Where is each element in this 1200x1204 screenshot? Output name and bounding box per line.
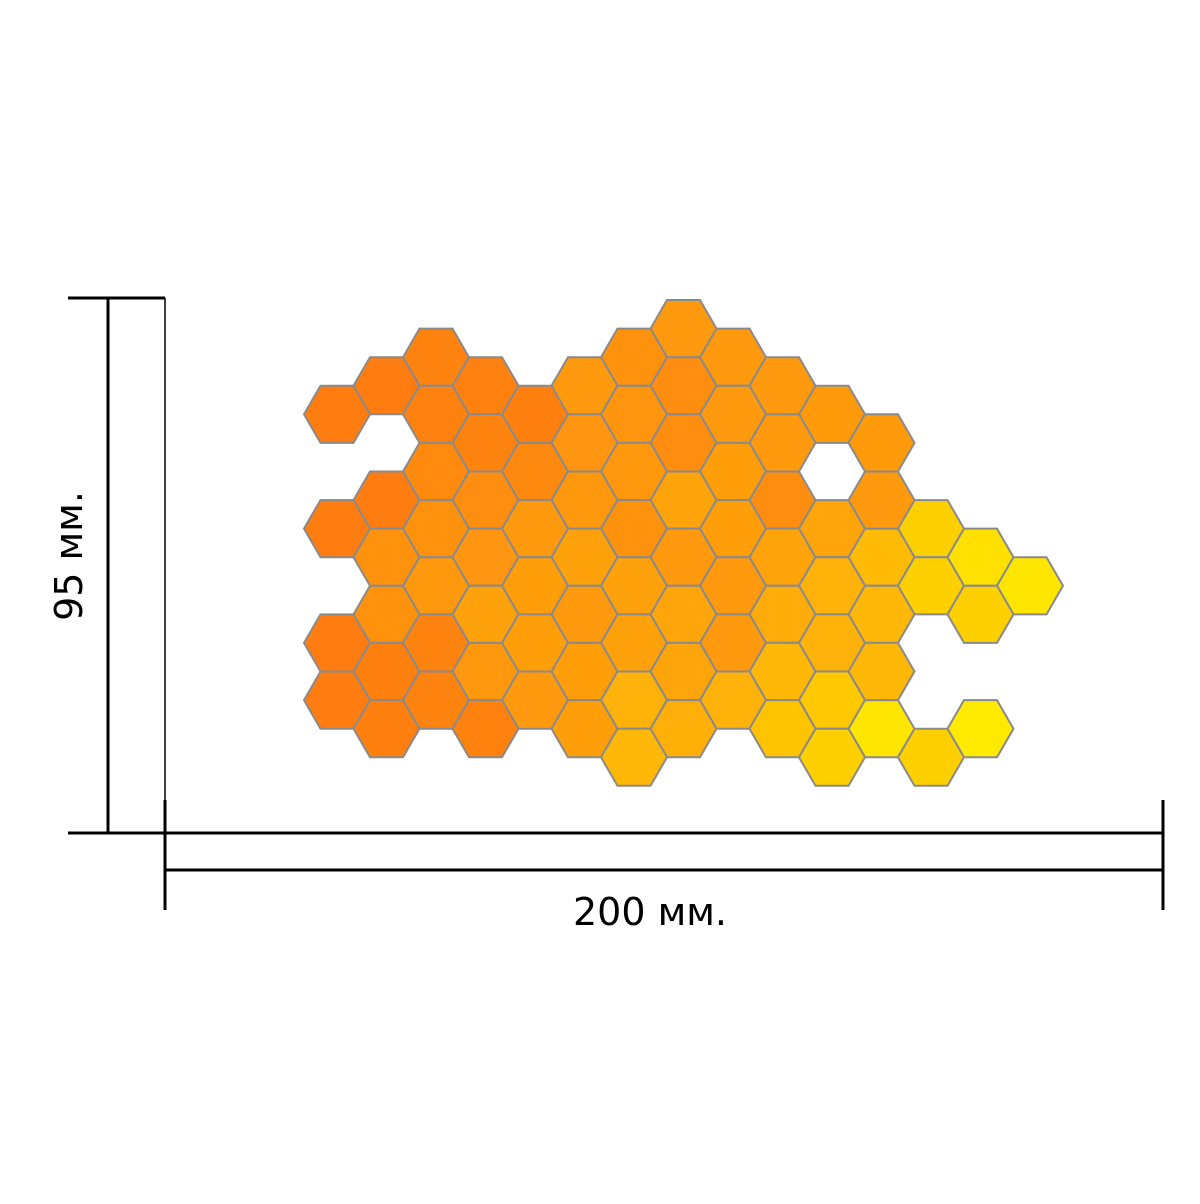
width-dimension-label: 200 мм. — [573, 890, 727, 934]
hexagon-tile — [599, 727, 669, 787]
hexagon-tile — [896, 727, 966, 787]
hexagon-tile — [352, 699, 421, 759]
width-dimension: 200 мм. — [163, 800, 1165, 934]
height-dimension: 95 мм. — [47, 296, 166, 835]
hexagon-tile — [451, 699, 520, 759]
hexagon-tile — [797, 727, 867, 787]
hexagon-tile — [946, 584, 1015, 644]
height-dimension-label: 95 мм. — [47, 491, 91, 621]
hexagon-tile — [847, 641, 916, 702]
hexagon-mosaic-panel — [302, 299, 1065, 787]
hexagon-tile — [302, 384, 372, 444]
hexagon-tile — [847, 470, 916, 530]
hexagon-tile — [748, 356, 817, 416]
